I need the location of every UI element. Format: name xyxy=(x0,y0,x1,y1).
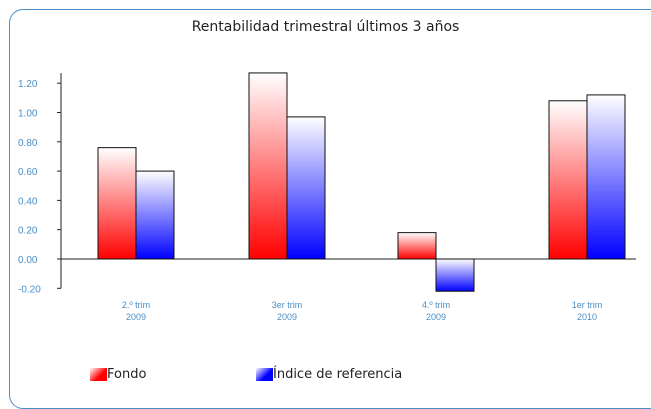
x-tick-label: 2009 xyxy=(426,312,446,322)
bar-fondo-2 xyxy=(397,232,437,260)
chart-title: Rentabilidad trimestral últimos 3 años xyxy=(191,19,460,35)
legend-item-fondo: Fondo xyxy=(90,366,146,382)
legend-swatch-red xyxy=(90,367,107,381)
legend-label-fondo: Fondo xyxy=(107,366,147,382)
y-tick-label: 0.60 xyxy=(18,167,38,178)
bar-chart: 1.20 1.00 0.80 0.60 0.40 0.20 0.00 -0.20 2.º tri… xyxy=(18,72,636,322)
y-tick-label: 0.40 xyxy=(18,196,38,207)
y-tick-label: 0.80 xyxy=(18,138,38,149)
legend-swatch-blue xyxy=(256,367,273,381)
bar-indice-1 xyxy=(286,116,326,260)
legend-item-indice: Índice de referencia xyxy=(256,366,402,382)
x-tick-label: 2009 xyxy=(126,312,146,322)
bar-fondo-0 xyxy=(97,147,137,260)
y-tick-label: -0.20 xyxy=(18,284,41,295)
y-tick-label: 1.00 xyxy=(18,109,38,120)
x-tick-label: 2009 xyxy=(277,312,297,322)
y-tick-label: 0.20 xyxy=(18,226,38,237)
bar-indice-3 xyxy=(586,94,626,260)
tick-labels: 1.20 1.00 0.80 0.60 0.40 0.20 0.00 -0.20 2.º tri… xyxy=(18,79,602,322)
bar-fondo-1 xyxy=(248,72,288,260)
bar-fondo-3 xyxy=(548,100,588,260)
bar-indice-2 xyxy=(435,258,475,292)
x-tick-label: 2010 xyxy=(577,312,597,322)
x-tick-label: 1er trim xyxy=(572,300,603,310)
bars xyxy=(97,72,626,292)
x-tick-label: 3er trim xyxy=(272,300,303,310)
y-tick-label: 1.20 xyxy=(18,79,38,90)
x-tick-label: 4.º trim xyxy=(422,300,450,310)
bar-indice-0 xyxy=(135,170,175,260)
legend-label-indice: Índice de referencia xyxy=(273,366,403,382)
y-tick-label: 0.00 xyxy=(18,255,38,266)
x-tick-label: 2.º trim xyxy=(122,300,150,310)
